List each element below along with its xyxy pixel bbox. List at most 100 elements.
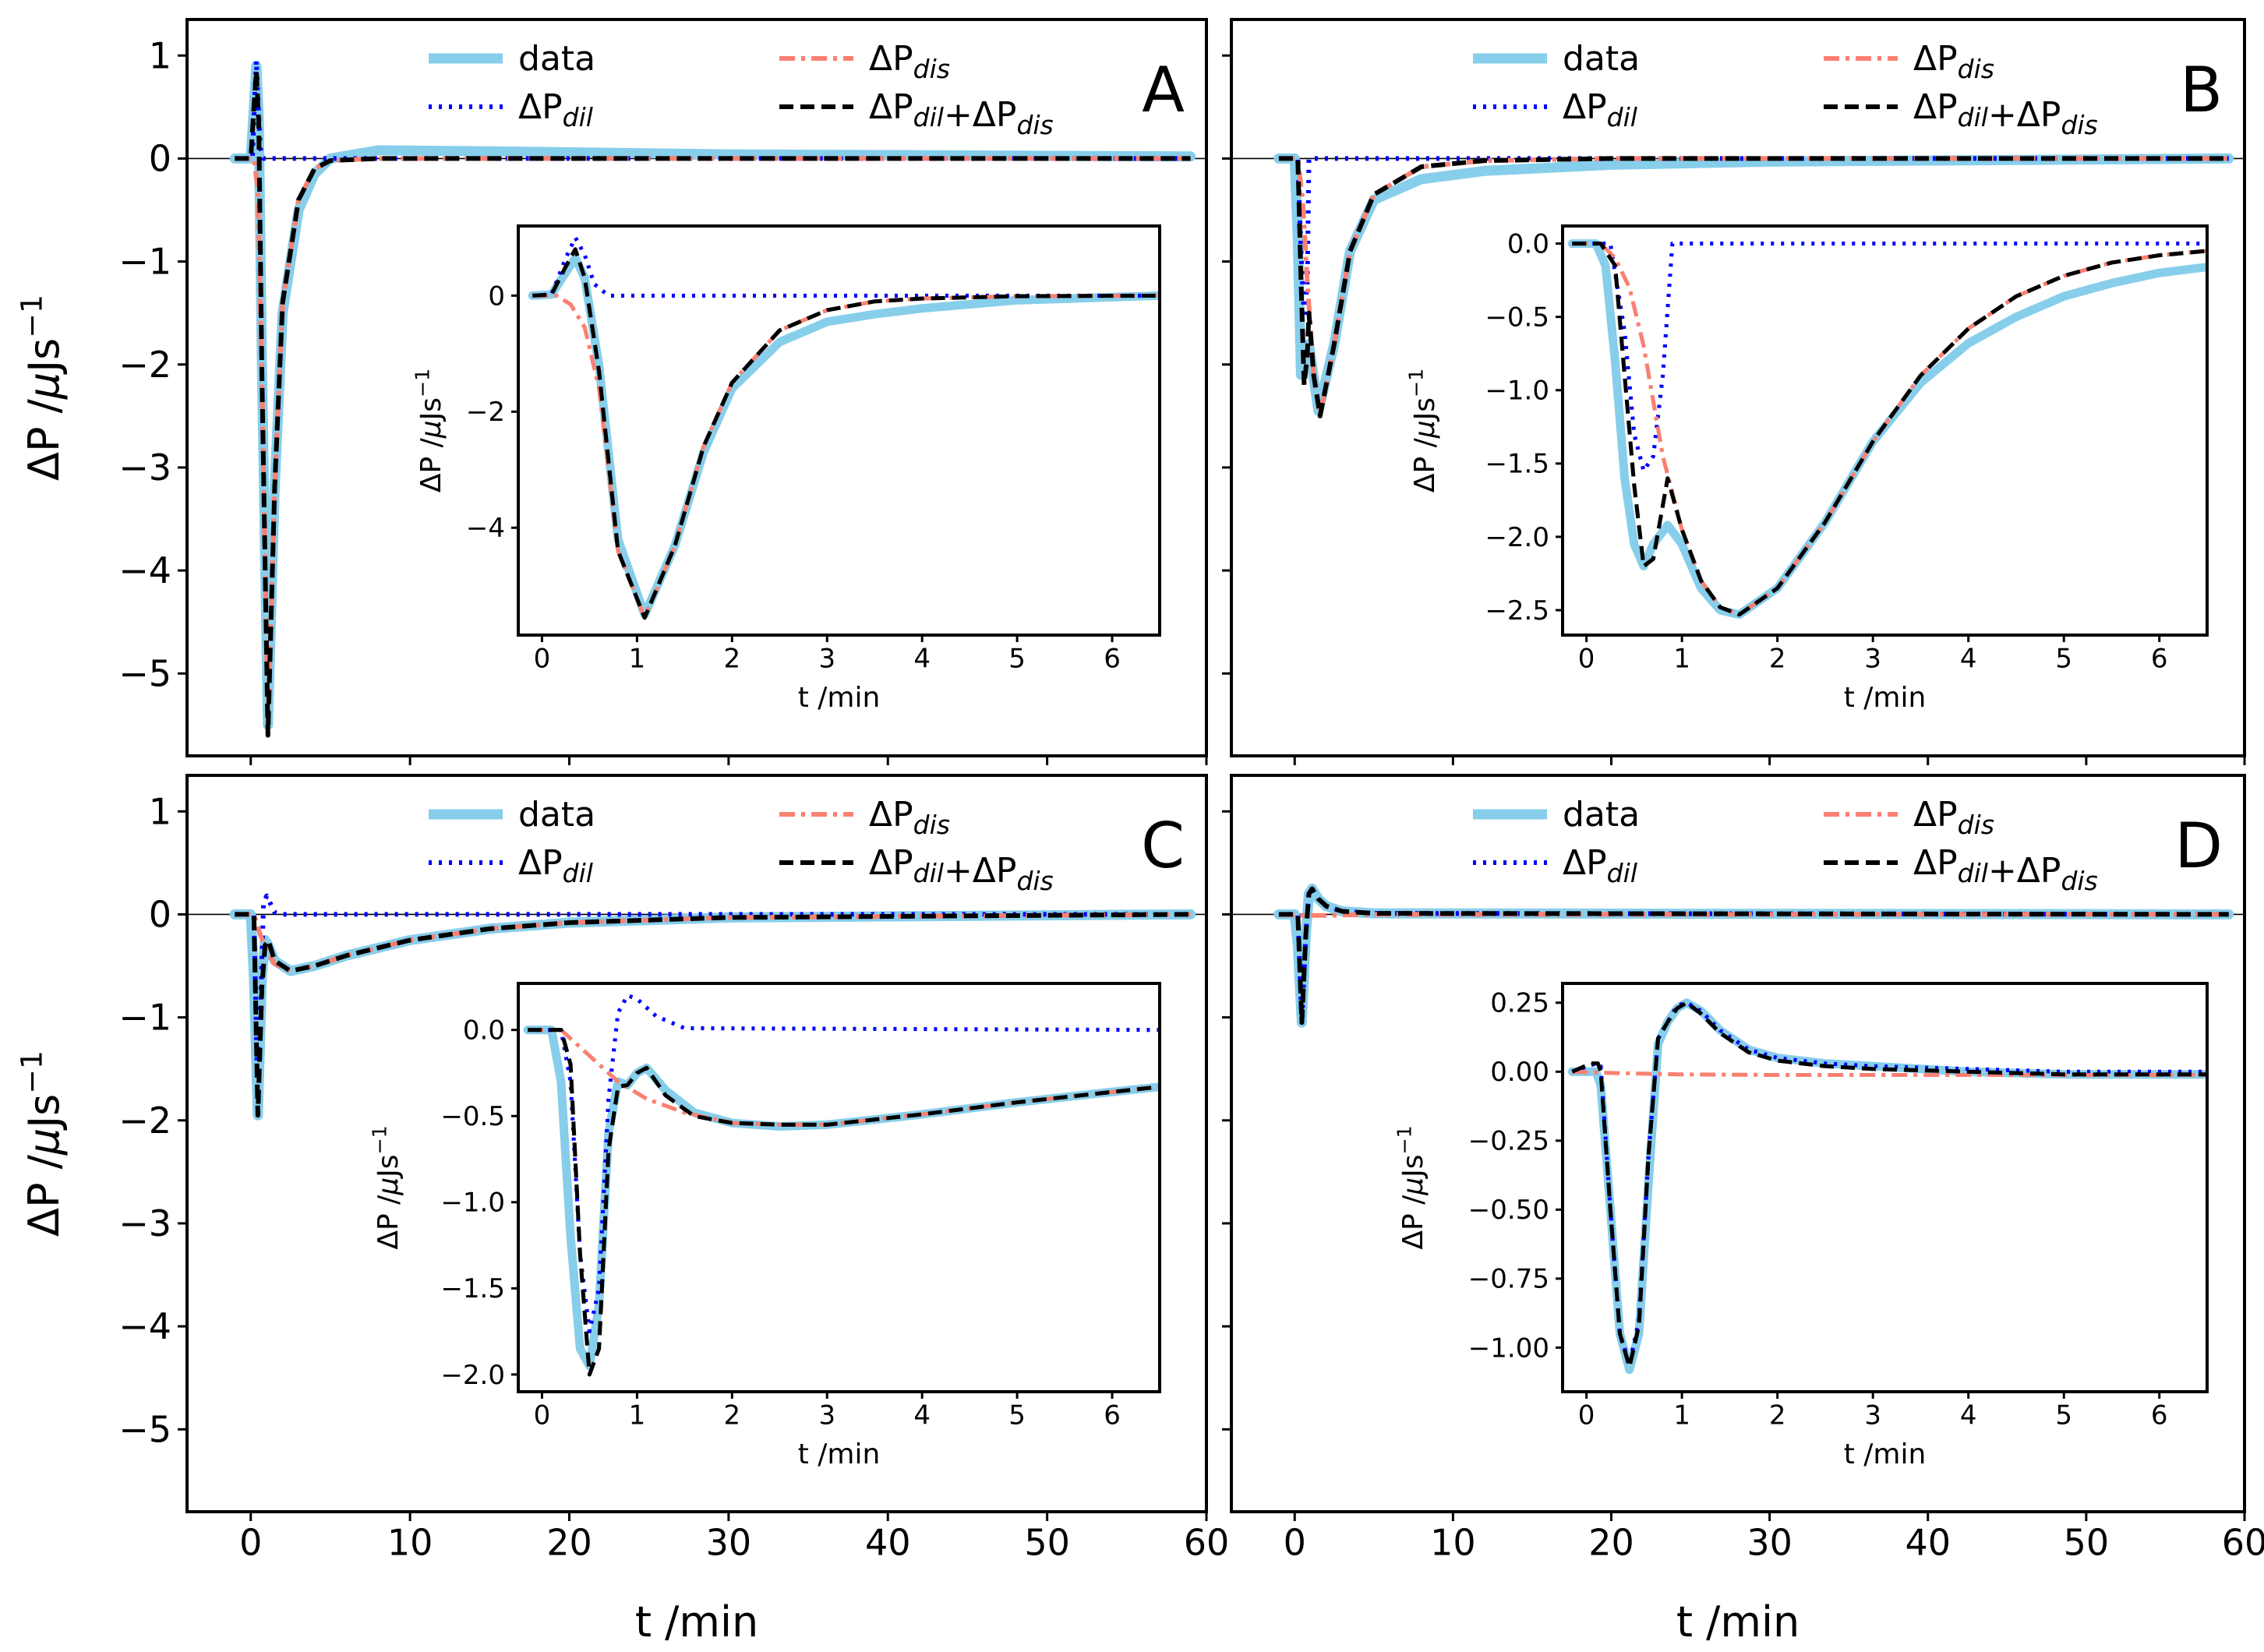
series-group [523,993,1160,1377]
y-tick-label: −1.5 [440,1273,505,1304]
legend-label: ΔPdis [869,795,950,840]
axes-frame [185,774,1208,1513]
axes-frame [1561,224,2209,637]
legend-label: ΔPdil [1563,843,1637,888]
x-tick-label: 1 [1673,643,1690,674]
series-group [1567,998,2207,1375]
x-tick-label: 10 [387,1522,433,1564]
inset-x-axis-label: t /min [798,1438,881,1470]
series-line-pdil+pdis [532,247,1160,620]
y-tick-label: 0.0 [1507,228,1549,259]
y-tick-label: −5 [118,652,171,694]
inset-y-axis-label: ΔP /μJs−1 [1393,1125,1429,1249]
x-tick-label: 2 [724,1400,741,1431]
legend-label: ΔPdil+ΔPdis [1913,843,2098,896]
inset-x-axis-label: t /min [1844,682,1927,714]
y-tick-label: −2.5 [1485,595,1549,627]
series-group [1273,153,2234,418]
y-tick-label: 0.0 [463,1015,505,1047]
y-tick-label: −1 [118,241,171,283]
y-tick-label: 0.25 [1490,988,1549,1019]
series-line-pdil+pdis [1572,242,2207,617]
x-tick-label: 0 [534,643,551,674]
inset-y-axis-label: ΔP /μJs−1 [1405,369,1441,492]
x-tick-label: 3 [1864,1400,1881,1431]
inset-background [517,982,1161,1393]
panel-label: B [2180,54,2223,126]
y-tick-label: −2.0 [440,1360,505,1391]
legend-label: ΔPdil+ΔPdis [869,843,1054,896]
y-tick-label: −4 [118,1305,171,1347]
x-tick-label: 6 [2151,1400,2168,1431]
y-tick-label: 1 [149,790,171,832]
x-tick-label: 5 [1008,643,1026,674]
x-tick-label: 0 [1578,643,1595,674]
series-line-pdil+pdis [235,912,1191,1118]
x-tick-label: 1 [629,1400,646,1431]
axes-frame [1230,18,2246,757]
x-tick-label: 6 [1104,1400,1121,1431]
inset-background [1561,982,2209,1393]
legend-label: ΔPdis [1913,39,1994,84]
x-tick-label: 0 [1284,1522,1306,1564]
x-tick-label: 4 [1960,1400,1977,1431]
panel-d: 0 10 20 30 40 50 60DdataΔPdilΔPdisΔPdil+ΔPdis0… [1222,774,2264,1564]
legend-label: ΔPdil [518,843,593,888]
y-tick-label: −0.5 [440,1101,505,1132]
panel-label: C [1141,810,1185,882]
inset-b: 0 1 2 3 4 5 6 0.0 −0.5 −1.0 −1.5 −2.0 −2.5 t /min ΔP /… [1405,224,2209,714]
x-tick-label: 0 [1578,1400,1595,1431]
y-tick-label: 0 [488,281,505,312]
x-tick-label: 0 [239,1522,262,1564]
y-tick-label: −2 [118,1100,171,1142]
x-tick-label: 40 [1905,1522,1951,1564]
axes-frame [1561,982,2209,1393]
panel-label: D [2174,810,2223,882]
legend-label: ΔPdis [1913,795,1994,840]
y-tick-label: −1.0 [440,1188,505,1219]
series-line-pdil+pdis [528,1028,1160,1377]
y-tick-label: −1.0 [1485,376,1549,407]
axes-frame [517,982,1161,1393]
axes-frame [517,224,1161,637]
series-line-pdil+pdis [1278,156,2229,418]
legend-label: data [518,795,595,835]
y-tick-label: −3 [118,447,171,489]
x-tick-label: 30 [706,1522,752,1564]
inset-x-axis-label: t /min [798,682,881,714]
x-tick-label: 1 [1673,1400,1690,1431]
x-tick-label: 0 [534,1400,551,1431]
x-tick-label: 60 [2222,1522,2264,1564]
y-tick-label: −0.5 [1485,302,1549,334]
y-tick-label: −2 [466,397,505,428]
inset-d: 0 1 2 3 4 5 6 0.25 0.00 −0.25 −0.50 −0.75 −1.00 t /mi… [1393,982,2209,1470]
x-tick-label: 6 [2151,643,2168,674]
legend-label: data [1563,795,1640,835]
series-line-pdil+pdis [1278,886,2229,1025]
x-axis-label-left: t /min [635,1597,758,1647]
y-tick-label: −1 [118,997,171,1039]
panel-c: 0 10 20 30 40 50 6010−1−2−3−4−5CdataΔPdilΔPdis… [118,774,1229,1564]
legend-label: ΔPdis [869,39,950,84]
y-axis-label-top: ΔP /μJs−1 [14,295,69,481]
x-tick-label: 6 [1104,643,1121,674]
x-tick-label: 4 [913,643,931,674]
y-tick-label: −0.25 [1468,1126,1549,1157]
x-tick-label: 2 [724,643,741,674]
inset-y-axis-label: ΔP /μJs−1 [411,369,447,492]
y-tick-label: −2.0 [1485,522,1549,553]
x-tick-label: 4 [913,1400,931,1431]
series-line-pdil [1571,1001,2207,1367]
series-group [528,235,1160,620]
legend-label: ΔPdil+ΔPdis [869,87,1054,140]
panel-label: A [1142,54,1185,126]
y-tick-label: 0 [149,138,171,180]
y-tick-label: 0 [149,894,171,936]
legend-label: ΔPdil [1563,87,1637,132]
x-tick-label: 4 [1960,643,1977,674]
x-tick-label: 5 [2055,643,2072,674]
